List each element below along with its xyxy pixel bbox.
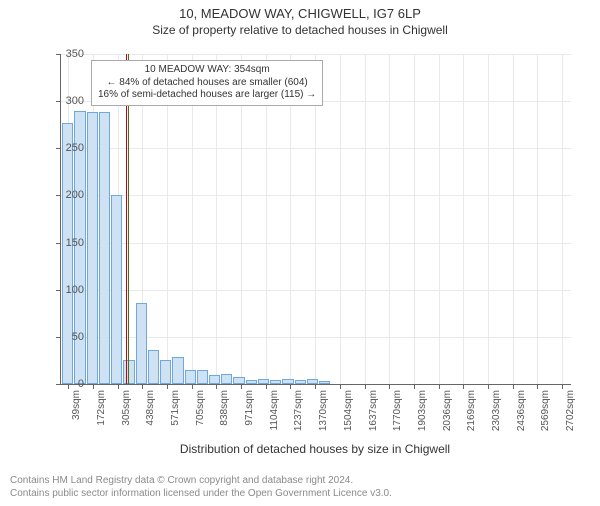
xtick-mark xyxy=(439,384,440,389)
x-axis-label: Distribution of detached houses by size … xyxy=(60,442,570,456)
xtick-label: 2303sqm xyxy=(491,390,502,431)
histogram-bar xyxy=(270,380,281,384)
footer-line: Contains public sector information licen… xyxy=(10,487,392,500)
gridline-v xyxy=(414,54,415,384)
histogram-bar xyxy=(295,380,306,384)
chart-container: 10, MEADOW WAY, CHIGWELL, IG7 6LP Size o… xyxy=(0,6,600,506)
annotation-line: 10 MEADOW WAY: 354sqm xyxy=(98,64,316,77)
ytick-label: 200 xyxy=(44,189,84,201)
xtick-mark xyxy=(340,384,341,389)
xtick-mark xyxy=(118,384,119,389)
xtick-label: 971sqm xyxy=(244,390,255,426)
ytick-label: 300 xyxy=(44,95,84,107)
gridline-v xyxy=(562,54,563,384)
histogram-bar xyxy=(185,370,196,384)
ytick-label: 150 xyxy=(44,237,84,249)
xtick-mark xyxy=(216,384,217,389)
xtick-mark xyxy=(562,384,563,389)
gridline-v xyxy=(537,54,538,384)
ytick-label: 0 xyxy=(44,378,84,390)
histogram-bar xyxy=(172,357,183,384)
xtick-label: 39sqm xyxy=(71,390,82,420)
chart-area: Number of detached properties 39sqm172sq… xyxy=(60,54,570,384)
xtick-mark xyxy=(315,384,316,389)
xtick-mark xyxy=(266,384,267,389)
histogram-bar xyxy=(87,112,98,384)
histogram-bar xyxy=(160,360,171,384)
xtick-label: 1237sqm xyxy=(293,390,304,431)
xtick-mark xyxy=(93,384,94,389)
xtick-mark xyxy=(513,384,514,389)
histogram-bar xyxy=(209,375,220,384)
xtick-mark xyxy=(463,384,464,389)
histogram-bar xyxy=(111,195,122,384)
xtick-mark xyxy=(167,384,168,389)
annotation-line: ← 84% of detached houses are smaller (60… xyxy=(98,77,316,90)
histogram-bar xyxy=(319,381,330,384)
xtick-label: 438sqm xyxy=(145,390,156,426)
annotation-box: 10 MEADOW WAY: 354sqm ← 84% of detached … xyxy=(91,60,323,106)
ytick-label: 350 xyxy=(44,48,84,60)
xtick-label: 2436sqm xyxy=(516,390,527,431)
annotation-line: 16% of semi-detached houses are larger (… xyxy=(98,89,316,102)
xtick-label: 571sqm xyxy=(170,390,181,426)
gridline-v xyxy=(463,54,464,384)
histogram-bar xyxy=(246,380,257,384)
xtick-label: 705sqm xyxy=(195,390,206,426)
xtick-label: 1770sqm xyxy=(392,390,403,431)
xtick-label: 838sqm xyxy=(219,390,230,426)
xtick-mark xyxy=(488,384,489,389)
xtick-mark xyxy=(241,384,242,389)
page-subtitle: Size of property relative to detached ho… xyxy=(0,23,600,37)
page-title: 10, MEADOW WAY, CHIGWELL, IG7 6LP xyxy=(0,6,600,21)
gridline-v xyxy=(365,54,366,384)
xtick-label: 172sqm xyxy=(96,390,107,426)
xtick-label: 2569sqm xyxy=(540,390,551,431)
xtick-label: 1903sqm xyxy=(417,390,428,431)
histogram-bar xyxy=(136,303,147,384)
histogram-bar xyxy=(62,123,73,384)
histogram-bar xyxy=(221,374,232,384)
histogram-bar xyxy=(258,379,269,384)
plot-area: 39sqm172sqm305sqm438sqm571sqm705sqm838sq… xyxy=(60,54,571,385)
xtick-label: 1637sqm xyxy=(368,390,379,431)
histogram-bar xyxy=(148,350,159,384)
ytick-label: 50 xyxy=(44,331,84,343)
ytick-label: 100 xyxy=(44,284,84,296)
xtick-mark xyxy=(389,384,390,389)
xtick-mark xyxy=(414,384,415,389)
histogram-bar xyxy=(197,370,208,384)
xtick-label: 1370sqm xyxy=(318,390,329,431)
gridline-v xyxy=(439,54,440,384)
footer-line: Contains HM Land Registry data © Crown c… xyxy=(10,474,392,487)
histogram-bar xyxy=(99,112,110,384)
xtick-label: 2702sqm xyxy=(565,390,576,431)
xtick-mark xyxy=(142,384,143,389)
xtick-mark xyxy=(290,384,291,389)
xtick-mark xyxy=(192,384,193,389)
xtick-mark xyxy=(537,384,538,389)
xtick-label: 2036sqm xyxy=(442,390,453,431)
xtick-label: 305sqm xyxy=(121,390,132,426)
xtick-label: 2169sqm xyxy=(466,390,477,431)
footer: Contains HM Land Registry data © Crown c… xyxy=(10,474,392,500)
xtick-label: 1104sqm xyxy=(269,390,280,430)
gridline-v xyxy=(488,54,489,384)
gridline-v xyxy=(513,54,514,384)
histogram-bar xyxy=(307,379,318,384)
xtick-mark xyxy=(365,384,366,389)
xtick-label: 1504sqm xyxy=(343,390,354,431)
histogram-bar xyxy=(282,379,293,384)
histogram-bar xyxy=(233,377,244,384)
gridline-v xyxy=(389,54,390,384)
gridline-v xyxy=(340,54,341,384)
ytick-label: 250 xyxy=(44,142,84,154)
